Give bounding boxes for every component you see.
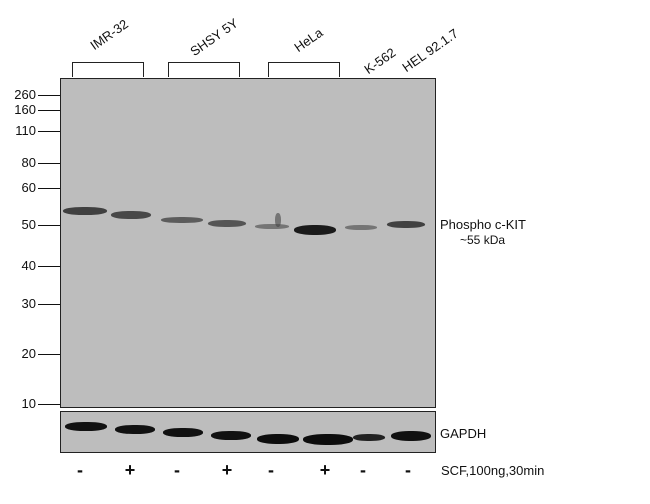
gapdh-band-lane-8: [391, 431, 431, 441]
bracket-hela: [268, 62, 340, 77]
tick-50: [38, 225, 60, 226]
tick-160: [38, 110, 60, 111]
main-blot-panel: [60, 78, 436, 408]
treatment-lane-6: +: [319, 460, 331, 480]
treatment-lane-3: -: [174, 460, 180, 480]
band-lane-7: [345, 225, 377, 230]
bracket-shsy5y: [168, 62, 240, 77]
bracket-imr32: [72, 62, 144, 77]
band-lane-2: [111, 211, 151, 219]
mw-60: 60: [21, 180, 36, 195]
gapdh-band-lane-1: [65, 422, 107, 431]
treatment-lane-4: +: [221, 460, 233, 480]
artifact-spot: [275, 213, 281, 227]
mw-80: 80: [21, 155, 36, 170]
gapdh-band-lane-4: [211, 431, 251, 440]
tick-60: [38, 188, 60, 189]
target-size: ~55 kDa: [460, 233, 506, 247]
mw-20: 20: [21, 346, 36, 361]
tick-30: [38, 304, 60, 305]
band-lane-4: [208, 220, 246, 227]
mw-30: 30: [21, 296, 36, 311]
lane-label-hel: HEL 92.1.7: [399, 25, 461, 75]
target-label: Phospho c-KIT: [440, 217, 526, 232]
mw-10: 10: [21, 396, 36, 411]
tick-40: [38, 266, 60, 267]
lane-label-imr32: IMR-32: [87, 16, 131, 53]
gapdh-blot-panel: [60, 411, 436, 453]
gapdh-band-lane-3: [163, 428, 203, 437]
mw-110: 110: [15, 123, 36, 138]
gapdh-band-lane-7: [353, 434, 385, 441]
tick-260: [38, 95, 60, 96]
lane-label-k562: K-562: [361, 44, 399, 77]
mw-260: 260: [14, 87, 36, 102]
loading-control-label: GAPDH: [440, 426, 487, 441]
lane-label-shsy5y: SHSY 5Y: [187, 15, 241, 60]
treatment-lane-5: -: [268, 460, 274, 480]
band-lane-8: [387, 221, 425, 228]
gapdh-band-lane-5: [257, 434, 299, 444]
tick-10: [38, 404, 60, 405]
mw-40: 40: [21, 258, 36, 273]
tick-20: [38, 354, 60, 355]
mw-160: 160: [14, 102, 36, 117]
treatment-lane-1: -: [77, 460, 83, 480]
tick-80: [38, 163, 60, 164]
tick-110: [38, 131, 60, 132]
treatment-lane-8: -: [405, 460, 411, 480]
band-lane-1: [63, 207, 107, 215]
gapdh-band-lane-2: [115, 425, 155, 434]
lane-label-hela: HeLa: [291, 24, 326, 55]
band-lane-3: [161, 217, 203, 223]
mw-50: 50: [21, 217, 36, 232]
band-lane-5: [255, 224, 289, 229]
treatment-lane-2: +: [124, 460, 136, 480]
band-lane-6: [294, 225, 336, 235]
gapdh-band-lane-6: [303, 434, 353, 445]
treatment-lane-7: -: [360, 460, 366, 480]
treatment-label: SCF,100ng,30min: [441, 463, 545, 478]
